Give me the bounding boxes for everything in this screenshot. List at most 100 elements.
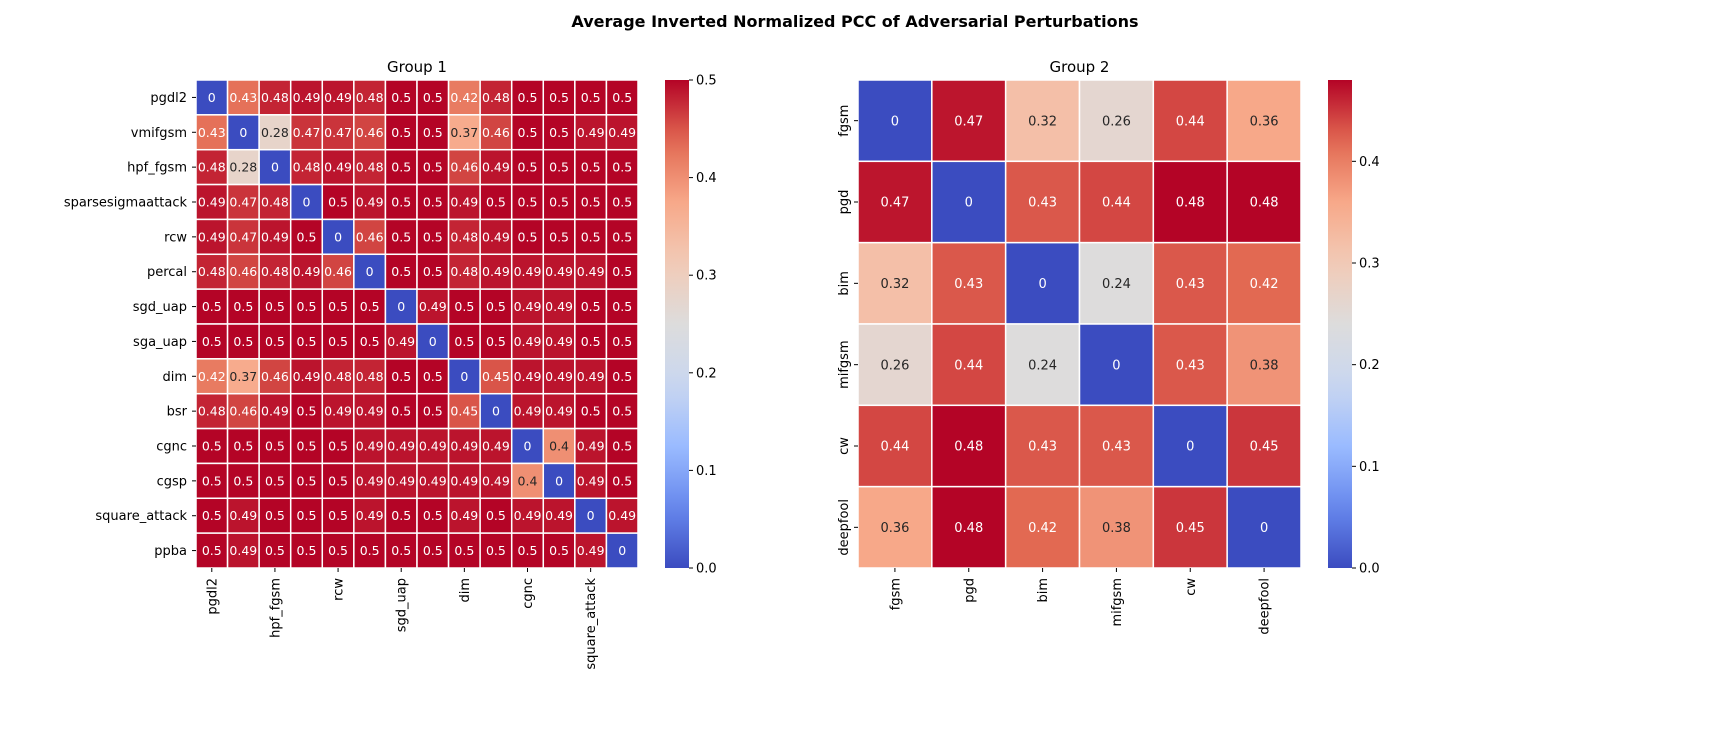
cell-value-label: 0.5 bbox=[423, 160, 443, 175]
cell-value-label: 0.49 bbox=[229, 543, 257, 558]
heatmap-cell bbox=[416, 427, 450, 465]
heatmap-cell bbox=[1226, 241, 1302, 325]
cell-value-label: 0.46 bbox=[229, 264, 257, 279]
heatmap-cell bbox=[195, 183, 229, 221]
cell-value-label: 0.49 bbox=[450, 473, 478, 488]
cell-value-label: 0.32 bbox=[880, 277, 909, 292]
cell-value-label: 0.49 bbox=[608, 125, 636, 140]
cell-value-label: 0 bbox=[460, 369, 468, 384]
cell-value-label: 0.43 bbox=[1176, 277, 1205, 292]
cell-value-label: 0.4 bbox=[518, 473, 538, 488]
heatmap-cell bbox=[447, 148, 481, 186]
heatmap-cell bbox=[479, 114, 513, 151]
cell-value-label: 0.5 bbox=[454, 334, 474, 349]
cell-value-label: 0 bbox=[1112, 358, 1120, 373]
cell-value-label: 0.49 bbox=[545, 334, 573, 349]
cell-value-label: 0.48 bbox=[954, 521, 983, 536]
cell-value-label: 0.5 bbox=[612, 473, 632, 488]
cell-value-label: 0.49 bbox=[387, 439, 415, 454]
heatmap-cell bbox=[510, 288, 545, 325]
cell-value-label: 0.5 bbox=[486, 195, 506, 210]
heatmap-cell bbox=[289, 427, 324, 465]
cell-value-label: 0.49 bbox=[545, 369, 573, 384]
cell-value-label: 0.46 bbox=[482, 125, 510, 140]
cell-value-label: 0.5 bbox=[486, 299, 506, 314]
heatmap-cell bbox=[479, 358, 513, 395]
cell-value-label: 0.5 bbox=[518, 160, 538, 175]
heatmap-cell bbox=[1004, 160, 1081, 244]
cell-value-label: 0.5 bbox=[612, 299, 632, 314]
cell-value-label: 0.47 bbox=[229, 229, 257, 244]
cell-value-label: 0 bbox=[618, 543, 626, 558]
heatmap-cell bbox=[258, 148, 292, 186]
cell-value-label: 0.5 bbox=[202, 508, 222, 523]
heatmap-cell bbox=[1226, 79, 1302, 163]
heatmap-cell bbox=[605, 79, 639, 116]
y-tick-label: bsr bbox=[167, 405, 188, 420]
heatmap-cell bbox=[195, 392, 229, 430]
cell-value-label: 0.43 bbox=[1102, 440, 1131, 455]
heatmap-cell bbox=[447, 323, 481, 360]
heatmap-cell bbox=[289, 497, 324, 534]
y-tick-label: hpf_fgsm bbox=[127, 161, 187, 176]
cell-value-label: 0.49 bbox=[324, 160, 352, 175]
cell-value-label: 0.5 bbox=[265, 508, 285, 523]
heatmap-cell bbox=[574, 427, 608, 465]
cell-value-label: 0.37 bbox=[450, 125, 478, 140]
heatmap-cell bbox=[1004, 79, 1081, 163]
heatmap-cell bbox=[447, 183, 481, 221]
heatmap-cell bbox=[1004, 404, 1081, 488]
cell-value-label: 0.49 bbox=[514, 404, 542, 419]
cell-value-label: 0.48 bbox=[293, 160, 321, 175]
cell-value-label: 0.49 bbox=[293, 369, 321, 384]
heatmap-cell bbox=[289, 392, 324, 430]
x-tick-label: dim bbox=[458, 578, 473, 603]
cell-value-label: 0.5 bbox=[612, 160, 632, 175]
cell-value-label: 0.42 bbox=[1250, 277, 1279, 292]
x-tick-label: deepfool bbox=[1258, 578, 1273, 635]
cell-value-label: 0.5 bbox=[391, 369, 411, 384]
cell-value-label: 0.48 bbox=[261, 90, 289, 105]
heatmap-cell bbox=[416, 462, 450, 500]
heatmap-cell bbox=[321, 114, 355, 151]
cell-value-label: 0.42 bbox=[1028, 521, 1057, 536]
cell-value-label: 0.5 bbox=[612, 439, 632, 454]
cell-value-label: 0.5 bbox=[391, 264, 411, 279]
cell-value-label: 0.49 bbox=[577, 264, 605, 279]
heatmap-cell bbox=[289, 183, 324, 221]
cell-value-label: 0.48 bbox=[1250, 196, 1279, 211]
cell-value-label: 0.5 bbox=[391, 90, 411, 105]
cell-value-label: 0.5 bbox=[360, 334, 380, 349]
y-tick-label: square_attack bbox=[95, 509, 187, 524]
heatmap-cell bbox=[353, 462, 387, 500]
cell-value-label: 0.5 bbox=[391, 404, 411, 419]
y-tick-label: dim bbox=[162, 370, 187, 385]
cell-value-label: 0.38 bbox=[1102, 521, 1131, 536]
heatmap-cell bbox=[510, 532, 545, 569]
cell-value-label: 0.5 bbox=[549, 90, 569, 105]
cell-value-label: 0.5 bbox=[612, 264, 632, 279]
colorbar-tick-label: 0.3 bbox=[1359, 257, 1380, 272]
cell-value-label: 0.5 bbox=[233, 439, 253, 454]
heatmap-cell bbox=[195, 288, 229, 325]
heatmap-cell bbox=[447, 497, 481, 534]
heatmap-cell bbox=[479, 497, 513, 534]
heatmap-cell bbox=[931, 241, 1007, 325]
cell-value-label: 0.46 bbox=[324, 264, 352, 279]
cell-value-label: 0.5 bbox=[486, 543, 506, 558]
y-tick-label: fgsm bbox=[837, 105, 852, 137]
cell-value-label: 0.49 bbox=[545, 264, 573, 279]
cell-value-label: 0.49 bbox=[356, 439, 384, 454]
cell-value-label: 0.5 bbox=[233, 299, 253, 314]
colorbar-tick-label: 0.2 bbox=[1359, 358, 1380, 373]
heatmap-cell bbox=[353, 532, 387, 569]
cell-value-label: 0 bbox=[965, 196, 973, 211]
cell-value-label: 0.44 bbox=[880, 440, 909, 455]
y-tick-label: pgdl2 bbox=[150, 91, 187, 106]
cell-value-label: 0.5 bbox=[454, 543, 474, 558]
cell-value-label: 0 bbox=[1186, 440, 1194, 455]
heatmap-cell bbox=[289, 148, 324, 186]
cell-value-label: 0.36 bbox=[1250, 114, 1279, 129]
cell-value-label: 0.48 bbox=[198, 160, 226, 175]
heatmap-cell bbox=[289, 114, 324, 151]
